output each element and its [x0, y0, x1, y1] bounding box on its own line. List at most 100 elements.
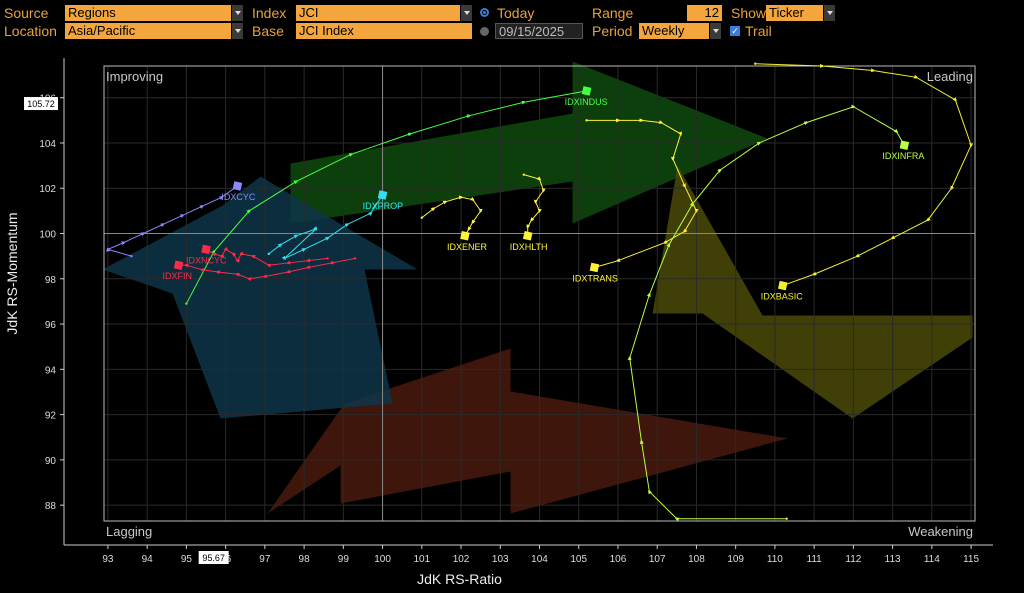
trail-point	[122, 241, 125, 244]
trail-point	[640, 440, 643, 443]
trail-point	[236, 259, 239, 262]
trail-point	[185, 302, 188, 305]
trail-point	[408, 132, 412, 136]
y-tick-label: 104	[39, 139, 56, 150]
trail-point	[295, 180, 298, 183]
trail-point	[326, 236, 329, 240]
trail-point	[785, 517, 788, 520]
trail-point	[616, 119, 620, 122]
series-head-idxprop	[377, 190, 388, 200]
location-select[interactable]: Asia/Pacific	[65, 23, 231, 39]
y-tick-label: 92	[45, 411, 57, 422]
trail-point	[142, 232, 145, 235]
trail-point	[530, 218, 533, 222]
x-tick-label: 100	[374, 554, 391, 565]
show-select[interactable]: Ticker	[766, 5, 823, 21]
y-tick-label: 94	[45, 365, 57, 376]
date-input[interactable]: 09/15/2025	[495, 23, 583, 39]
trail-point	[718, 168, 722, 172]
period-label: Period	[592, 23, 633, 39]
series-label-idxtrans: IDXTRANS	[572, 273, 618, 283]
trail-point	[220, 254, 223, 258]
series-trail-idxener	[421, 195, 483, 237]
series-head-idxener	[460, 231, 470, 241]
today-radio[interactable]	[480, 8, 489, 17]
trail-point	[306, 259, 310, 262]
trail-point	[369, 211, 372, 215]
trail-point	[914, 76, 918, 79]
series-idxener: IDXENER	[420, 195, 487, 252]
x-tick-label: 108	[688, 554, 705, 565]
trail-point	[671, 157, 675, 161]
trail-checkbox[interactable]: ✓	[730, 26, 740, 36]
quadrant-label-weakening: Weakening	[908, 524, 973, 539]
period-dropdown-icon[interactable]	[709, 23, 721, 39]
trail-point	[216, 270, 219, 274]
trail-point	[820, 64, 824, 68]
series-idxcyc: IDXCYC	[106, 181, 256, 258]
x-tick-label: 94	[142, 554, 154, 565]
trail-point	[420, 216, 423, 219]
series-label-idxncyc: IDXNCYC	[186, 255, 227, 265]
y-tick-label: 96	[45, 320, 57, 331]
y-crosshair-readout-box	[24, 97, 58, 111]
source-select[interactable]: Regions	[65, 5, 231, 21]
trail-point	[926, 218, 930, 222]
x-axis-title: JdK RS-Ratio	[417, 571, 502, 587]
series-idxbasic: IDXBASIC	[754, 62, 974, 302]
trail-point	[236, 273, 239, 276]
y-crosshair-readout: 105.72	[27, 99, 55, 109]
trail-point	[628, 356, 631, 360]
y-tick-label: 98	[45, 275, 57, 286]
trail-point	[675, 517, 679, 520]
trail-point	[691, 202, 694, 206]
source-dropdown-icon[interactable]	[231, 5, 243, 21]
plot-frame	[103, 65, 976, 522]
trail-point	[522, 173, 526, 176]
x-tick-label: 107	[649, 554, 666, 565]
trail-point	[240, 252, 243, 256]
series-label-idxindus: IDXINDUS	[565, 97, 608, 107]
series-label-idxcyc: IDXCYC	[221, 192, 256, 202]
trail-point	[279, 243, 282, 247]
rrg-chart[interactable]: 93 94 95 96 97 98 99 100 101 102 103 104 105 106 107 10…	[0, 42, 1024, 593]
trail-point	[950, 187, 953, 190]
date-radio[interactable]	[480, 27, 489, 36]
trail-point	[679, 132, 682, 136]
location-dropdown-icon[interactable]	[231, 23, 243, 39]
trail-point	[479, 209, 482, 213]
trail-point	[432, 207, 435, 210]
x-tick-label: 98	[299, 554, 311, 565]
x-tick-label: 104	[531, 554, 548, 565]
series-label-idxbasic: IDXBASIC	[761, 292, 804, 302]
index-select[interactable]: JCI	[296, 5, 460, 21]
series-label-idxprop: IDXPROP	[363, 201, 404, 211]
period-select[interactable]: Weekly	[639, 23, 709, 39]
x-tick-label: 95	[181, 554, 193, 565]
trail-point	[683, 184, 686, 188]
trail-point	[616, 259, 620, 262]
x-tick-label: 115	[963, 554, 979, 565]
trail-point	[302, 248, 306, 251]
show-dropdown-icon[interactable]	[823, 5, 835, 21]
location-label: Location	[4, 23, 57, 39]
trail-label: Trail	[745, 23, 772, 39]
trail-point	[247, 277, 251, 280]
trail-point	[852, 105, 855, 108]
x-tick-label: 99	[338, 554, 350, 565]
x-crosshair-readout-box	[198, 551, 229, 564]
trail-point	[459, 196, 463, 199]
trail-point	[346, 223, 349, 226]
trail-point	[538, 177, 541, 181]
series-trail-idxbasic	[755, 63, 974, 287]
trail-point	[585, 119, 588, 122]
trail-point	[648, 293, 651, 296]
y-tick-label: 90	[45, 456, 57, 467]
trail-point	[185, 264, 188, 267]
x-tick-label: 114	[924, 554, 940, 565]
range-input[interactable]: 12	[687, 5, 722, 21]
base-input[interactable]: JCI Index	[296, 23, 472, 39]
trail-point	[247, 209, 251, 213]
show-label: Show	[731, 5, 767, 21]
index-dropdown-icon[interactable]	[460, 5, 472, 21]
